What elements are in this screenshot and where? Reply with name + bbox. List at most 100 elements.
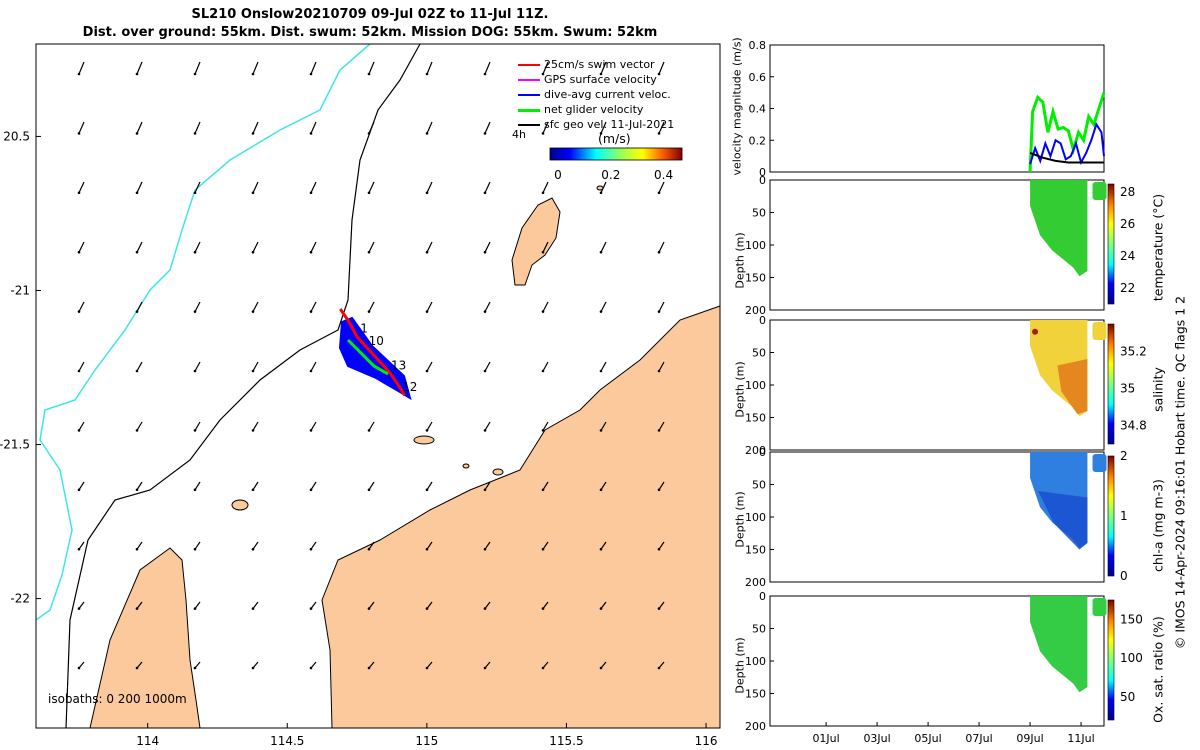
map-colorbar-tick: 0.4 bbox=[654, 168, 673, 182]
depth-ylabel-1: Depth (m) bbox=[733, 232, 747, 289]
vector-head bbox=[367, 666, 371, 670]
x-tick-label: 03Jul bbox=[863, 732, 890, 745]
colorbar-tick-label: 2 bbox=[1120, 449, 1128, 463]
vector-arrow bbox=[658, 661, 665, 669]
map-y-tick-label: -22 bbox=[10, 592, 30, 606]
depth-tick-label: 100 bbox=[745, 655, 766, 668]
vector-arrow bbox=[484, 481, 491, 491]
vector-head bbox=[367, 429, 371, 432]
profile-panels: 00.20.40.60.8050100150200222426280501001… bbox=[745, 39, 1147, 745]
vector-head bbox=[135, 666, 139, 670]
small-island-3 bbox=[462, 463, 470, 469]
vector-head bbox=[425, 488, 429, 492]
vector-head bbox=[425, 547, 429, 551]
vector-head bbox=[657, 607, 661, 610]
vector-arrow bbox=[542, 421, 549, 431]
colorbar bbox=[1107, 455, 1115, 577]
vector-arrow bbox=[136, 241, 143, 253]
vector-arrow bbox=[542, 121, 549, 134]
vector-arrow bbox=[252, 181, 259, 194]
legend-item-dive-avg: dive-avg current veloc. bbox=[518, 88, 674, 103]
vector-head bbox=[599, 369, 603, 373]
vector-arrow bbox=[78, 361, 85, 372]
vector-arrow bbox=[426, 301, 433, 312]
vector-head bbox=[541, 72, 545, 76]
vector-arrow bbox=[78, 301, 85, 312]
vector-head bbox=[193, 666, 197, 670]
surface-swatch bbox=[1092, 181, 1107, 200]
peninsula-land bbox=[89, 547, 201, 729]
vector-head bbox=[483, 310, 487, 313]
vector-head bbox=[251, 429, 255, 432]
vector-head bbox=[77, 607, 81, 610]
vector-arrow bbox=[136, 421, 143, 431]
map-x-tick-label: 116 bbox=[695, 734, 718, 748]
colorbar bbox=[1107, 323, 1115, 445]
vector-head bbox=[425, 132, 429, 135]
vector-arrow bbox=[136, 361, 143, 372]
vector-arrow bbox=[542, 661, 549, 669]
vector-arrow bbox=[194, 481, 201, 491]
vector-head bbox=[135, 607, 139, 610]
colorbar-tick-label: 35.2 bbox=[1120, 345, 1147, 359]
vector-head bbox=[599, 250, 603, 254]
vector-arrow bbox=[658, 601, 665, 609]
vector-head bbox=[77, 250, 81, 254]
vector-head bbox=[483, 488, 487, 492]
vector-head bbox=[367, 132, 371, 135]
vector-head bbox=[251, 72, 255, 76]
vector-arrow bbox=[542, 361, 549, 372]
vector-arrow bbox=[368, 241, 375, 253]
isobath-1000m bbox=[35, 43, 371, 621]
vector-head bbox=[77, 369, 81, 373]
vector-arrow bbox=[658, 541, 665, 550]
vector-head bbox=[367, 488, 371, 492]
vector-head bbox=[425, 429, 429, 432]
chart-subtitle: Dist. over ground: 55km. Dist. swum: 52k… bbox=[82, 25, 658, 40]
vector-head bbox=[599, 666, 603, 670]
vector-head bbox=[425, 607, 429, 610]
vector-head bbox=[599, 429, 603, 432]
vector-arrow bbox=[542, 481, 549, 491]
profile-data bbox=[1030, 596, 1088, 693]
vector-head bbox=[251, 369, 255, 373]
vector-head bbox=[367, 310, 371, 313]
vector-arrow bbox=[368, 481, 375, 491]
vector-arrow bbox=[542, 181, 549, 194]
vector-head bbox=[483, 72, 487, 76]
map-y-tick-label: -21.5 bbox=[0, 438, 30, 452]
vector-arrow bbox=[426, 481, 433, 491]
map-x-tick-label: 115.5 bbox=[549, 734, 583, 748]
vector-head bbox=[425, 666, 429, 670]
colorbar-tick-label: 24 bbox=[1120, 249, 1135, 263]
vector-head bbox=[309, 250, 313, 254]
vector-head bbox=[77, 191, 81, 195]
chla-label: chl-a (mg m-3) bbox=[1150, 479, 1166, 572]
x-tick-label: 05Jul bbox=[914, 732, 941, 745]
x-tick-label: 09Jul bbox=[1016, 732, 1043, 745]
vector-head bbox=[77, 488, 81, 492]
vector-head bbox=[599, 72, 603, 76]
vector-head bbox=[77, 666, 81, 670]
vector-head bbox=[541, 666, 545, 670]
vector-arrow bbox=[542, 241, 549, 253]
vector-head bbox=[135, 429, 139, 432]
vector-arrow bbox=[78, 541, 85, 550]
vector-head bbox=[599, 191, 603, 195]
vector-head bbox=[309, 310, 313, 313]
vector-arrow bbox=[310, 361, 317, 372]
vector-head bbox=[657, 191, 661, 195]
track-label-2: 13 bbox=[391, 359, 406, 373]
vector-arrow bbox=[252, 661, 259, 669]
net-velocity-track bbox=[346, 338, 389, 376]
velocity-y-tick-label: 0.4 bbox=[749, 103, 767, 116]
vector-arrow bbox=[484, 601, 491, 609]
vector-arrow bbox=[194, 241, 201, 253]
vector-arrow bbox=[252, 481, 259, 491]
depth-tick-label: 0 bbox=[759, 446, 766, 459]
vector-arrow bbox=[310, 601, 317, 609]
vector-head bbox=[367, 547, 371, 551]
velocity-series-1 bbox=[1029, 122, 1105, 166]
vector-arrow bbox=[658, 421, 665, 431]
vector-arrow bbox=[252, 121, 259, 134]
